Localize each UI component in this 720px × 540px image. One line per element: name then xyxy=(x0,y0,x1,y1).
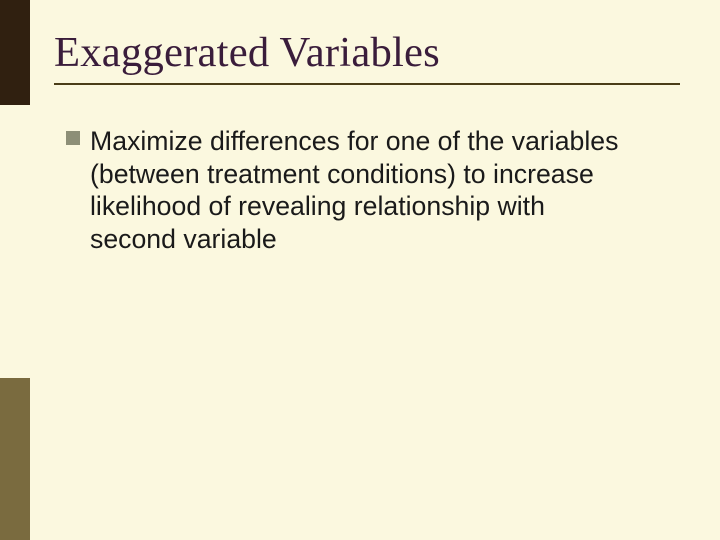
content-area: Exaggerated Variables Maximize differenc… xyxy=(30,0,720,540)
bullet-line: second variable xyxy=(90,223,618,256)
bullet-line: likelihood of revealing relationship wit… xyxy=(90,190,618,223)
square-bullet-icon xyxy=(66,131,80,145)
title-underline xyxy=(54,83,680,85)
slide-body: Maximize differences for one of the vari… xyxy=(54,125,680,255)
rail-bottom-segment xyxy=(0,378,30,540)
slide: Exaggerated Variables Maximize differenc… xyxy=(0,0,720,540)
bullet-item: Maximize differences for one of the vari… xyxy=(66,125,680,255)
slide-title: Exaggerated Variables xyxy=(54,28,680,77)
bullet-line: (between treatment conditions) to increa… xyxy=(90,158,618,191)
bullet-text: Maximize differences for one of the vari… xyxy=(90,125,618,255)
left-accent-rail xyxy=(0,0,30,540)
bullet-line: Maximize differences for one of the vari… xyxy=(90,125,618,158)
rail-top-segment xyxy=(0,0,30,105)
